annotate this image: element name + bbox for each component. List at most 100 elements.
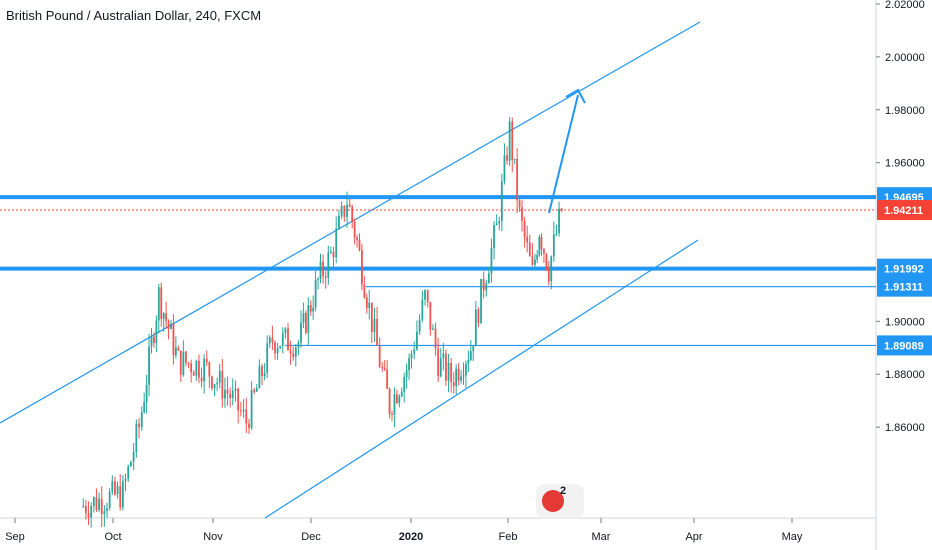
candle-body [452, 382, 455, 387]
candle-body [388, 388, 391, 415]
candle-body [462, 375, 465, 377]
candle-body [179, 350, 182, 375]
candle-body [211, 376, 213, 389]
candle-body [381, 367, 384, 369]
candle-body [274, 342, 276, 354]
candle-body [386, 369, 389, 389]
candle-body [174, 347, 177, 356]
candle-body [503, 155, 506, 182]
candle-body [500, 181, 503, 221]
candle-body [378, 345, 381, 368]
candle-body [155, 320, 158, 344]
candle-body [361, 250, 363, 285]
candle-body [266, 343, 269, 373]
candle-body [424, 290, 426, 300]
level-price-tag [877, 258, 932, 279]
candle-body [130, 461, 132, 467]
candle-body [216, 382, 219, 385]
news-count: 2 [560, 485, 567, 497]
candle-body [239, 410, 242, 412]
candle-body [108, 491, 111, 509]
level-price-label: 1.91992 [884, 264, 924, 276]
candle-body [429, 302, 432, 330]
candle-body [343, 205, 346, 218]
candle-body [465, 363, 467, 376]
candle-body [261, 366, 263, 377]
candle-body [528, 242, 531, 257]
candle-body [346, 204, 348, 218]
candle-body [177, 347, 180, 351]
candle-body [258, 366, 261, 389]
candle-body [439, 358, 442, 377]
candle-body [198, 360, 200, 378]
candle-body [523, 220, 526, 237]
candle-body [165, 313, 168, 322]
candle-body [289, 350, 292, 354]
candle-body [150, 336, 153, 347]
candle-body [445, 353, 447, 381]
candle-body [203, 358, 206, 382]
candle-body [547, 268, 550, 282]
candle-body [287, 328, 289, 351]
candle-body [395, 394, 398, 404]
candle-body [98, 498, 100, 510]
candle-body [302, 313, 305, 323]
candle-body [376, 318, 378, 346]
last-price-label: 1.94211 [884, 205, 923, 217]
candle-body [319, 261, 322, 279]
candle-body [327, 252, 330, 278]
candle-body [558, 208, 560, 234]
candle-body [317, 278, 319, 281]
x-tick-label: Feb [499, 531, 518, 543]
y-tick-label: 1.86000 [885, 422, 925, 434]
candle-body [268, 337, 271, 344]
y-tick-label: 1.90000 [885, 316, 925, 328]
candle-body [200, 377, 203, 382]
candle-body [493, 225, 495, 248]
candle-body [309, 304, 312, 312]
candle-body [495, 223, 498, 226]
candle-body [119, 486, 122, 508]
candle-body [460, 376, 462, 381]
candle-body [442, 353, 445, 359]
candle-body [135, 423, 138, 452]
candle-body [469, 351, 472, 360]
candle-body [167, 321, 170, 329]
candle-body [418, 319, 421, 332]
candle-body [370, 302, 373, 332]
candle-body [338, 215, 340, 229]
y-tick-label: 1.98000 [885, 105, 925, 117]
candle-body [531, 256, 534, 265]
candle-body [482, 279, 485, 291]
candle-body [160, 287, 163, 319]
candle-body [383, 368, 386, 370]
candle-body [250, 389, 253, 428]
candle-body [106, 508, 108, 512]
candle-body [182, 351, 185, 375]
candle-body [516, 158, 519, 201]
x-tick-label: May [782, 531, 803, 543]
candle-body [398, 396, 401, 404]
candle-body [550, 256, 553, 282]
candle-body [100, 498, 103, 515]
candle-body [455, 368, 458, 387]
candle-body [560, 208, 563, 211]
y-tick-label: 2.02000 [885, 0, 925, 11]
candle-body [95, 497, 98, 510]
candle-body [472, 346, 475, 352]
candle-body [253, 389, 256, 392]
news-badge[interactable]: 2 [536, 484, 584, 518]
candle-body [284, 328, 287, 334]
candle-body [140, 412, 143, 428]
candle-body [474, 309, 477, 347]
candle-body [356, 237, 358, 240]
candle-body [434, 328, 437, 349]
candle-body [543, 249, 545, 254]
chart-title: British Pound / Australian Dollar, 240, … [6, 8, 262, 23]
candle-body [132, 451, 135, 462]
candle-body [393, 394, 396, 415]
x-tick-label: Oct [104, 531, 121, 543]
candle-body [84, 505, 87, 513]
candle-body [185, 351, 187, 363]
candle-body [114, 481, 116, 495]
